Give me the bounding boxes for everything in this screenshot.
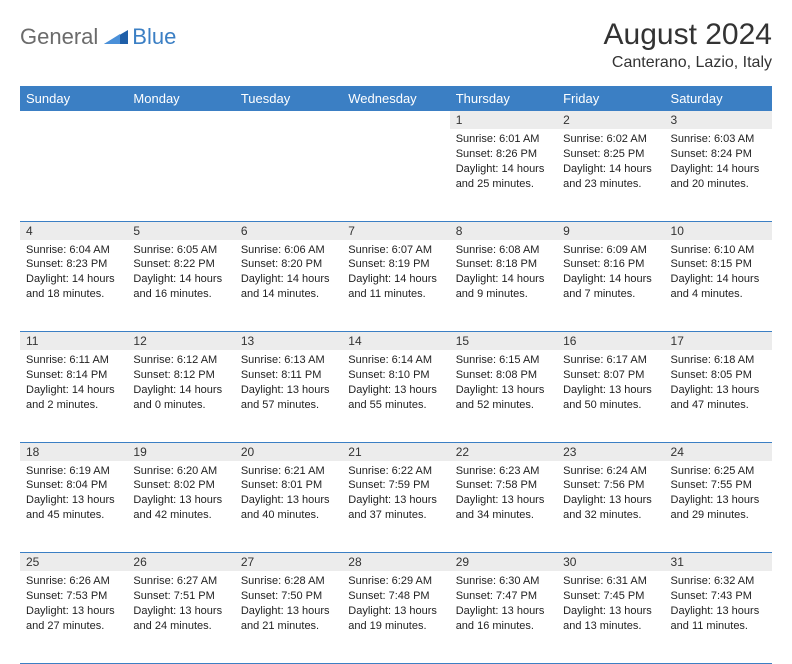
day-content-cell [127, 129, 234, 221]
day-content-cell: Sunrise: 6:22 AMSunset: 7:59 PMDaylight:… [342, 461, 449, 553]
logo-triangle-icon [104, 26, 128, 49]
day-number-cell: 10 [665, 221, 772, 240]
day-content-cell: Sunrise: 6:28 AMSunset: 7:50 PMDaylight:… [235, 571, 342, 663]
day-number-cell: 9 [557, 221, 664, 240]
day-number-cell: 13 [235, 332, 342, 351]
content-row: Sunrise: 6:01 AMSunset: 8:26 PMDaylight:… [20, 129, 772, 221]
day-content-cell: Sunrise: 6:06 AMSunset: 8:20 PMDaylight:… [235, 240, 342, 332]
day-number-cell [20, 111, 127, 129]
day-header: Sunday [20, 86, 127, 111]
logo-text-blue: Blue [132, 24, 176, 50]
day-number-cell: 2 [557, 111, 664, 129]
day-number-cell: 26 [127, 553, 234, 572]
day-number-cell: 27 [235, 553, 342, 572]
day-content-cell: Sunrise: 6:27 AMSunset: 7:51 PMDaylight:… [127, 571, 234, 663]
day-number-cell: 25 [20, 553, 127, 572]
day-number-cell: 21 [342, 442, 449, 461]
day-number-cell: 1 [450, 111, 557, 129]
day-number-cell: 16 [557, 332, 664, 351]
day-content-cell: Sunrise: 6:25 AMSunset: 7:55 PMDaylight:… [665, 461, 772, 553]
day-number-cell: 23 [557, 442, 664, 461]
logo-text-general: General [20, 24, 98, 50]
day-number-cell: 28 [342, 553, 449, 572]
daynum-row: 123 [20, 111, 772, 129]
day-content-cell: Sunrise: 6:19 AMSunset: 8:04 PMDaylight:… [20, 461, 127, 553]
day-number-cell: 3 [665, 111, 772, 129]
day-content-cell: Sunrise: 6:05 AMSunset: 8:22 PMDaylight:… [127, 240, 234, 332]
daynum-row: 11121314151617 [20, 332, 772, 351]
day-number-cell: 12 [127, 332, 234, 351]
day-number-cell: 30 [557, 553, 664, 572]
day-header: Monday [127, 86, 234, 111]
day-number-cell: 6 [235, 221, 342, 240]
day-header: Friday [557, 86, 664, 111]
daynum-row: 18192021222324 [20, 442, 772, 461]
location: Canterano, Lazio, Italy [604, 54, 772, 72]
day-content-cell: Sunrise: 6:18 AMSunset: 8:05 PMDaylight:… [665, 350, 772, 442]
day-content-cell [235, 129, 342, 221]
header: General Blue August 2024 Canterano, Lazi… [20, 18, 772, 72]
day-number-cell: 31 [665, 553, 772, 572]
day-content-cell: Sunrise: 6:20 AMSunset: 8:02 PMDaylight:… [127, 461, 234, 553]
day-content-cell: Sunrise: 6:13 AMSunset: 8:11 PMDaylight:… [235, 350, 342, 442]
day-content-cell: Sunrise: 6:09 AMSunset: 8:16 PMDaylight:… [557, 240, 664, 332]
day-content-cell: Sunrise: 6:12 AMSunset: 8:12 PMDaylight:… [127, 350, 234, 442]
day-content-cell: Sunrise: 6:07 AMSunset: 8:19 PMDaylight:… [342, 240, 449, 332]
day-header: Thursday [450, 86, 557, 111]
day-content-cell: Sunrise: 6:11 AMSunset: 8:14 PMDaylight:… [20, 350, 127, 442]
day-number-cell: 19 [127, 442, 234, 461]
daynum-row: 25262728293031 [20, 553, 772, 572]
day-number-cell: 15 [450, 332, 557, 351]
content-row: Sunrise: 6:26 AMSunset: 7:53 PMDaylight:… [20, 571, 772, 663]
day-header-row: SundayMondayTuesdayWednesdayThursdayFrid… [20, 86, 772, 111]
day-header: Saturday [665, 86, 772, 111]
calendar-table: SundayMondayTuesdayWednesdayThursdayFrid… [20, 86, 772, 664]
day-number-cell: 29 [450, 553, 557, 572]
day-content-cell: Sunrise: 6:21 AMSunset: 8:01 PMDaylight:… [235, 461, 342, 553]
day-content-cell: Sunrise: 6:23 AMSunset: 7:58 PMDaylight:… [450, 461, 557, 553]
month-title: August 2024 [604, 18, 772, 52]
day-number-cell [235, 111, 342, 129]
day-number-cell: 20 [235, 442, 342, 461]
day-content-cell: Sunrise: 6:24 AMSunset: 7:56 PMDaylight:… [557, 461, 664, 553]
title-block: August 2024 Canterano, Lazio, Italy [604, 18, 772, 72]
day-number-cell: 14 [342, 332, 449, 351]
day-header: Wednesday [342, 86, 449, 111]
day-number-cell: 24 [665, 442, 772, 461]
day-number-cell [342, 111, 449, 129]
day-content-cell [342, 129, 449, 221]
content-row: Sunrise: 6:04 AMSunset: 8:23 PMDaylight:… [20, 240, 772, 332]
day-content-cell: Sunrise: 6:08 AMSunset: 8:18 PMDaylight:… [450, 240, 557, 332]
day-number-cell [127, 111, 234, 129]
day-content-cell: Sunrise: 6:02 AMSunset: 8:25 PMDaylight:… [557, 129, 664, 221]
content-row: Sunrise: 6:19 AMSunset: 8:04 PMDaylight:… [20, 461, 772, 553]
day-number-cell: 22 [450, 442, 557, 461]
day-content-cell: Sunrise: 6:15 AMSunset: 8:08 PMDaylight:… [450, 350, 557, 442]
day-content-cell: Sunrise: 6:10 AMSunset: 8:15 PMDaylight:… [665, 240, 772, 332]
day-content-cell: Sunrise: 6:04 AMSunset: 8:23 PMDaylight:… [20, 240, 127, 332]
day-content-cell [20, 129, 127, 221]
day-number-cell: 8 [450, 221, 557, 240]
day-content-cell: Sunrise: 6:31 AMSunset: 7:45 PMDaylight:… [557, 571, 664, 663]
content-row: Sunrise: 6:11 AMSunset: 8:14 PMDaylight:… [20, 350, 772, 442]
day-content-cell: Sunrise: 6:30 AMSunset: 7:47 PMDaylight:… [450, 571, 557, 663]
daynum-row: 45678910 [20, 221, 772, 240]
day-header: Tuesday [235, 86, 342, 111]
day-number-cell: 4 [20, 221, 127, 240]
day-content-cell: Sunrise: 6:01 AMSunset: 8:26 PMDaylight:… [450, 129, 557, 221]
logo: General Blue [20, 24, 176, 50]
day-content-cell: Sunrise: 6:29 AMSunset: 7:48 PMDaylight:… [342, 571, 449, 663]
day-number-cell: 11 [20, 332, 127, 351]
day-number-cell: 17 [665, 332, 772, 351]
day-number-cell: 5 [127, 221, 234, 240]
day-content-cell: Sunrise: 6:14 AMSunset: 8:10 PMDaylight:… [342, 350, 449, 442]
day-number-cell: 7 [342, 221, 449, 240]
day-number-cell: 18 [20, 442, 127, 461]
day-content-cell: Sunrise: 6:17 AMSunset: 8:07 PMDaylight:… [557, 350, 664, 442]
day-content-cell: Sunrise: 6:26 AMSunset: 7:53 PMDaylight:… [20, 571, 127, 663]
day-content-cell: Sunrise: 6:32 AMSunset: 7:43 PMDaylight:… [665, 571, 772, 663]
day-content-cell: Sunrise: 6:03 AMSunset: 8:24 PMDaylight:… [665, 129, 772, 221]
